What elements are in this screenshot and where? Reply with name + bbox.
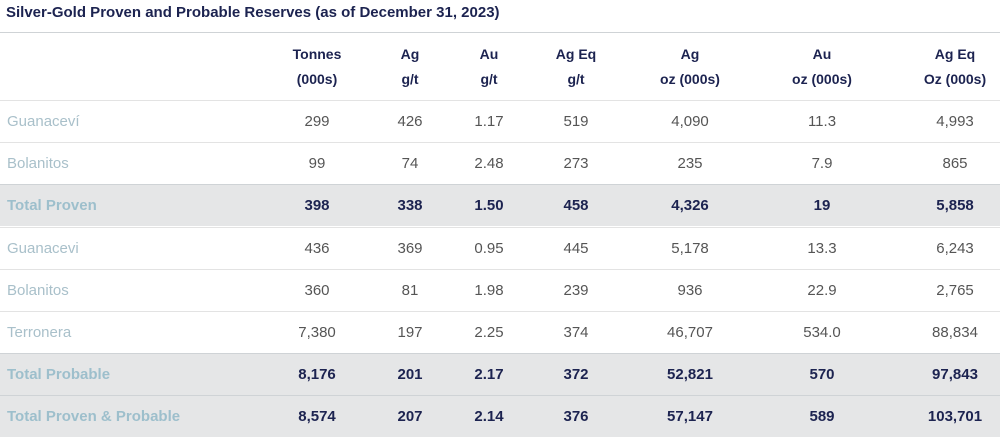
table-row: Bolanitos 360 81 1.98 239 936 22.9 2,765 [0,268,1000,311]
column-header: Tonnes (000s) [293,42,342,92]
table-cell: 589 [809,408,835,426]
header-line: Au [479,46,499,62]
header-line: g/t [401,71,419,87]
table-cell: 197 [397,324,423,341]
table-cell: 376 [563,408,589,426]
table-cell: 398 [304,197,330,215]
table-title: Silver-Gold Proven and Probable Reserves… [6,4,500,21]
table-cell: 97,843 [932,366,978,384]
header-rule [0,32,1000,33]
table-cell: 273 [563,155,589,173]
table-cell: 88,834 [932,324,978,341]
table-cell: 299 [304,113,330,130]
table-cell: 11.3 [807,113,837,130]
table-cell: 372 [563,366,589,384]
table-cell: 6,243 [936,239,974,257]
table-cell: 436 [304,239,330,257]
header-line: Oz (000s) [923,71,987,87]
header-line: Ag [400,46,420,62]
table-cell: 13.3 [807,239,837,257]
table-cell: 239 [563,281,589,299]
column-header: Ag g/t [401,42,420,92]
table-cell: 534.0 [803,324,841,341]
table-cell: 369 [397,239,423,257]
table-cell: 374 [563,324,589,341]
header-line: g/t [567,71,585,87]
table-cell: 103,701 [927,408,983,426]
table-cell: 865 [942,155,968,173]
table-cell: 2.14 [474,408,504,426]
table-cell: 458 [563,197,589,215]
table-cell: 8,176 [298,366,336,384]
row-label: Total Proven [7,197,97,215]
table-cell: 2.17 [474,366,504,384]
column-header: Ag oz (000s) [660,42,720,92]
table-cell: 52,821 [667,366,713,384]
row-label: Total Proven & Probable [7,408,181,426]
table-cell: 1.17 [474,113,504,130]
table-cell: 4,090 [671,113,709,130]
table-cell: 22.9 [807,281,837,299]
header-line: oz (000s) [660,71,720,87]
table-row: Guanaceví 299 426 1.17 519 4,090 11.3 4,993 [0,100,1000,142]
table-cell: 426 [397,113,423,130]
table-cell: 0.95 [474,239,504,257]
column-header: Ag Eq Oz (000s) [924,42,986,92]
header-line: Au [812,46,832,62]
row-label: Terronera [7,324,72,341]
header-line: Tonnes [292,46,342,62]
column-header: Au g/t [480,42,499,92]
table-cell: 2.25 [474,324,504,341]
table-cell: 5,858 [936,197,974,215]
total-row: Total Proven 398 338 1.50 458 4,326 19 5,858 [0,184,1000,227]
row-label: Bolanitos [7,155,69,173]
table-cell: 235 [677,155,703,173]
table-cell: 445 [563,239,589,257]
table-cell: 519 [563,113,589,130]
table-cell: 7,380 [298,324,336,341]
table-cell: 8,574 [298,408,336,426]
table-cell: 1.50 [474,197,504,215]
table-cell: 57,147 [667,408,713,426]
table-cell: 99 [308,155,326,173]
table-cell: 570 [809,366,835,384]
table-cell: 207 [397,408,423,426]
table-cell: 1.98 [474,281,504,299]
header-line: Ag [680,46,700,62]
row-label: Total Probable [7,366,111,384]
table-row: Bolanitos 99 74 2.48 273 235 7.9 865 [0,142,1000,184]
table-cell: 360 [304,281,330,299]
table-row: Terronera 7,380 197 2.25 374 46,707 534.0 88,83… [0,311,1000,353]
table-cell: 338 [397,197,423,215]
header-line: g/t [480,71,498,87]
table-cell: 81 [401,281,419,299]
table-cell: 5,178 [671,239,709,257]
total-row: Total Proven & Probable 8,574 207 2.14 376 57… [0,395,1000,437]
table-cell: 936 [677,281,703,299]
table-cell: 19 [813,197,831,215]
header-line: Ag Eq [934,46,976,62]
table-cell: 201 [397,366,423,384]
table-cell: 2,765 [936,281,974,299]
row-label: Guanaceví [7,113,80,130]
total-row: Total Probable 8,176 201 2.17 372 52,821 570 97… [0,353,1000,396]
column-header: Au oz (000s) [792,42,852,92]
table-row: Guanacevi 436 369 0.95 445 5,178 13.3 6,243 [0,226,1000,269]
header-line: (000s) [296,71,338,87]
row-label: Guanacevi [7,239,79,257]
table-cell: 7.9 [811,155,833,173]
header-line: Ag Eq [555,46,597,62]
row-label: Bolanitos [7,281,69,299]
table-cell: 4,993 [936,113,974,130]
table-cell: 4,326 [671,197,709,215]
table-cell: 2.48 [474,155,504,173]
table-cell: 46,707 [667,324,713,341]
table-cell: 74 [401,155,419,173]
header-line: oz (000s) [792,71,852,87]
column-header: Ag Eq g/t [556,42,596,92]
